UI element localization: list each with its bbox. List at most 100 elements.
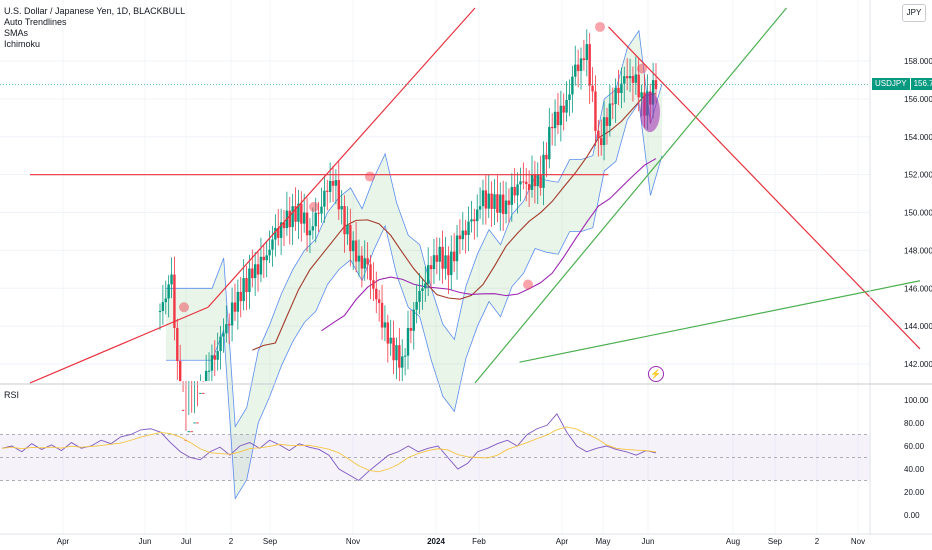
rsi-tick-label: 80.00: [904, 419, 925, 428]
candle-body: [504, 200, 508, 214]
pivot-marker: [523, 279, 533, 290]
candle-body: [161, 302, 165, 312]
candle-body: [527, 184, 531, 190]
candle-body: [525, 181, 528, 185]
candle-body: [334, 180, 338, 186]
candle-body: [251, 268, 254, 279]
pivot-marker: [637, 63, 647, 74]
time-tick-label: Nov: [851, 537, 865, 546]
candle-body: [467, 221, 470, 236]
indicator-ichimoku[interactable]: Ichimoku: [4, 39, 41, 49]
pivot-marker: [595, 21, 605, 32]
candle-body: [542, 154, 545, 188]
candle-body: [326, 190, 329, 192]
trendlines: [29, 7, 921, 384]
price-tick-label: 158.000: [904, 57, 932, 66]
candle-body: [484, 190, 488, 209]
candle-body: [631, 75, 635, 83]
time-tick-label: May: [595, 537, 610, 546]
candle-body: [594, 91, 597, 131]
candle-body: [478, 206, 482, 210]
trendline: [608, 26, 921, 350]
lightning-icon[interactable]: ⚡: [648, 366, 664, 382]
time-tick-label: Jun: [642, 537, 655, 546]
trendline: [519, 280, 921, 363]
candle-body: [300, 203, 303, 224]
candle-body: [516, 184, 519, 196]
rsi-tick-label: 60.00: [904, 442, 925, 451]
price-tag-value: 156.763: [910, 78, 932, 91]
candle-body: [432, 255, 436, 270]
candle-body: [193, 422, 196, 424]
price-tick-label: 150.000: [904, 209, 932, 218]
candle-body: [360, 255, 364, 269]
candle-body: [256, 264, 260, 275]
time-tick-label: Aug: [726, 537, 740, 546]
candle-body: [499, 194, 502, 213]
candle-body: [245, 278, 248, 293]
candle-body: [164, 298, 167, 303]
candle-body: [375, 288, 378, 300]
price-tick-label: 144.000: [904, 322, 932, 331]
candle-body: [253, 264, 257, 279]
candle-body: [305, 212, 309, 236]
candle-body: [585, 44, 588, 61]
candle-body: [380, 302, 384, 328]
last-price-tag: USDJPY 156.763: [872, 78, 932, 91]
candle-body: [190, 431, 193, 433]
candle-body: [617, 87, 620, 94]
candle-body: [415, 301, 418, 310]
candle-body: [556, 111, 560, 126]
candle-body: [574, 64, 577, 77]
candle-body: [216, 351, 219, 360]
ichimoku-cloud: [166, 29, 663, 500]
candle-body: [314, 212, 317, 227]
candle-body: [178, 361, 182, 382]
candle-body: [545, 154, 548, 160]
candle-body: [213, 355, 216, 360]
candle-body: [487, 193, 490, 209]
candle-body: [377, 299, 381, 303]
candle-body: [207, 370, 211, 372]
candle-body: [501, 194, 505, 214]
rsi-title[interactable]: RSI: [4, 390, 20, 400]
time-tick-label: 2024: [427, 537, 445, 546]
candle-body: [294, 206, 297, 222]
candle-body: [461, 230, 464, 240]
candle-body: [447, 255, 450, 276]
candle-body: [588, 44, 591, 86]
price-tick-label: 146.000: [904, 284, 932, 293]
candle-body: [386, 322, 390, 344]
candle-body: [230, 302, 234, 326]
indicator-smas[interactable]: SMAs: [4, 28, 29, 38]
candle-body: [476, 209, 479, 222]
candle-body: [398, 345, 401, 368]
candle-body: [530, 174, 534, 190]
sma-slow-line: [321, 158, 657, 332]
candle-body: [170, 274, 173, 285]
candle-body: [337, 180, 340, 210]
candle-body: [291, 206, 294, 228]
time-tick-label: Nov: [346, 537, 360, 546]
candle-body: [311, 226, 315, 231]
candle-body: [548, 126, 551, 160]
candle-body: [204, 370, 208, 382]
currency-button[interactable]: JPY: [902, 4, 926, 22]
candle-body: [343, 206, 346, 235]
candle-body: [268, 249, 271, 256]
candle-body: [591, 85, 594, 92]
candle-body: [611, 103, 614, 105]
pivot-marker: [309, 201, 319, 212]
rsi-tick-label: 20.00: [904, 488, 925, 497]
candle-body: [271, 239, 274, 250]
indicator-auto-trendlines[interactable]: Auto Trendlines: [4, 17, 67, 27]
price-tick-label: 142.000: [904, 360, 932, 369]
rsi-tick-label: 40.00: [904, 465, 925, 474]
candle-body: [510, 187, 514, 205]
candle-body: [455, 235, 459, 262]
candle-body: [259, 256, 263, 275]
candle-body: [513, 187, 516, 196]
symbol-title[interactable]: U.S. Dollar / Japanese Yen, 1D, BLACKBUL…: [4, 6, 186, 16]
